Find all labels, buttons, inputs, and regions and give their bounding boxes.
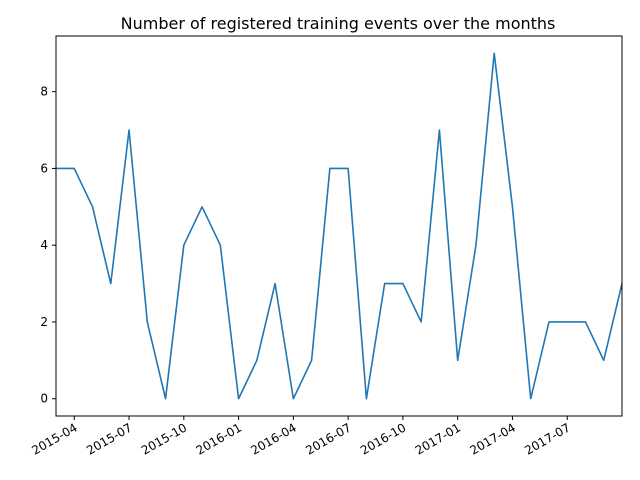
y-tick-label: 0 (40, 392, 48, 406)
series-line (56, 52, 623, 400)
chart-title: Number of registered training events ove… (121, 14, 556, 33)
x-tick-label: 2015-04 (29, 420, 79, 457)
y-tick-label: 8 (40, 85, 48, 99)
plot-area (55, 35, 623, 417)
y-axis: 0 2 4 6 8 (40, 85, 56, 406)
x-tick-label: 2017-01 (413, 420, 463, 457)
x-tick-label: 2016-04 (248, 420, 298, 457)
x-tick-label: 2017-04 (468, 420, 518, 457)
y-tick-label: 2 (40, 315, 48, 329)
x-tick-label: 2016-01 (194, 420, 244, 457)
x-tick-label: 2017-07 (522, 420, 572, 457)
x-axis: 2015-04 2015-07 2015-10 2016-01 2016-04 2016-… (29, 416, 573, 458)
x-tick-label: 2015-07 (84, 420, 134, 457)
x-tick-label: 2016-07 (303, 420, 353, 457)
axes-frame (55, 35, 623, 417)
y-tick-label: 6 (40, 161, 48, 175)
y-tick-label: 4 (40, 238, 48, 252)
x-tick-label: 2016-10 (358, 420, 408, 457)
x-tick-label: 2015-10 (139, 420, 189, 457)
